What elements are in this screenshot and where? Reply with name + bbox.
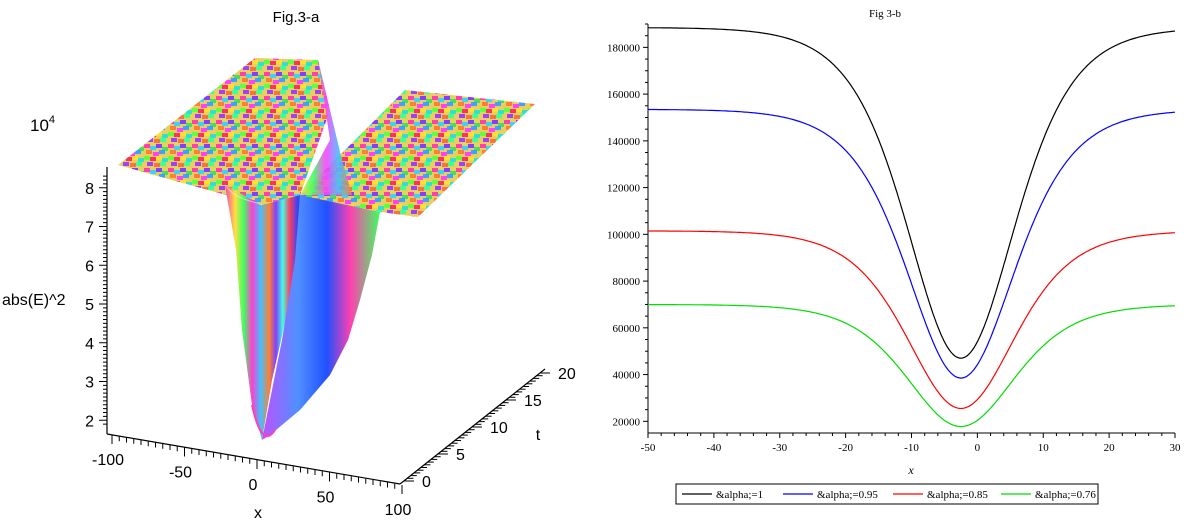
fig-b-title: Fig 3-b xyxy=(869,8,902,20)
t-tick-label: 10 xyxy=(490,420,508,437)
t-axis-label: t xyxy=(536,427,541,444)
surface-wall-left xyxy=(225,185,310,440)
x-tick-label: 10 xyxy=(1038,442,1050,454)
legend-label-4: &alpha;=0.76 xyxy=(1035,489,1096,501)
t-axis: 0 5 10 15 20 t xyxy=(399,366,576,491)
z-axis: 2 3 4 5 6 7 8 xyxy=(85,167,108,434)
y-tick-label: 140000 xyxy=(607,136,641,148)
y-tick-label: 20000 xyxy=(613,416,641,428)
surface-plateau-right xyxy=(300,90,535,217)
z-tick-label: 7 xyxy=(85,220,94,237)
x-ticks: -50 -40 -30 -20 -10 0 10 20 30 xyxy=(641,433,1181,454)
t-tick-label: 0 xyxy=(422,474,431,491)
z-scale-base: 10 xyxy=(30,116,49,135)
surface-mesh xyxy=(118,58,535,440)
x-tick-label: -30 xyxy=(772,442,787,454)
fig-a-title: Fig.3-a xyxy=(273,9,320,26)
x-axis: -100 -50 0 50 100 x xyxy=(92,433,412,522)
x-axis-line xyxy=(106,433,401,485)
z-tick-label: 5 xyxy=(85,297,94,314)
t-tick-label: 20 xyxy=(558,366,576,383)
y-tick-label: 60000 xyxy=(613,323,641,335)
legend-label-2: &alpha;=0.95 xyxy=(817,489,878,501)
z-tick-label: 2 xyxy=(85,413,94,430)
z-tick-label: 6 xyxy=(85,258,94,275)
line-chart: Fig 3-b 20000 40000 60000 80000 100000 120000… xyxy=(607,8,1181,505)
z-tick-label: 4 xyxy=(85,336,94,353)
t-tick-label: 5 xyxy=(456,447,465,464)
legend: &alpha;=1 &alpha;=0.95 &alpha;=0.85 &alpha;… xyxy=(675,483,1099,505)
z-scale-label: 104 xyxy=(30,114,55,135)
x-tick-label: -50 xyxy=(641,442,656,454)
z-scale-exponent: 4 xyxy=(49,114,55,126)
x-tick-label: 50 xyxy=(317,490,335,507)
series-group xyxy=(647,27,1176,428)
plot-frame xyxy=(647,24,1175,434)
x-tick-label: -40 xyxy=(707,442,722,454)
surface-wall-back xyxy=(300,60,352,195)
surface-wall-right xyxy=(262,195,380,440)
y-tick-label: 40000 xyxy=(613,370,641,382)
x-tick-label: -20 xyxy=(838,442,853,454)
x-tick-label: 0 xyxy=(975,442,981,454)
x-tick-label: 20 xyxy=(1104,442,1116,454)
x-tick-label: -10 xyxy=(904,442,919,454)
x-tick-label: 100 xyxy=(385,502,412,519)
y-tick-label: 160000 xyxy=(607,89,641,101)
legend-box xyxy=(675,483,1099,505)
y-tick-label: 120000 xyxy=(607,183,641,195)
y-tick-label: 80000 xyxy=(613,276,641,288)
legend-label-3: &alpha;=0.85 xyxy=(927,489,988,501)
series-line-3 xyxy=(648,230,1175,410)
z-tick-label: 3 xyxy=(85,375,94,392)
x-tick-label: 0 xyxy=(249,477,258,494)
z-axis-label: abs(E)^2 xyxy=(2,292,66,309)
x-axis-label: x xyxy=(254,505,262,522)
y-tick-label: 100000 xyxy=(607,229,641,241)
x-tick-label: -100 xyxy=(92,452,124,469)
y-tick-label: 180000 xyxy=(607,42,641,54)
surface-plateau-back xyxy=(118,58,330,205)
x-tick-label: -50 xyxy=(169,465,192,482)
series-line-4 xyxy=(648,303,1175,428)
legend-label-1: &alpha;=1 xyxy=(716,489,763,501)
t-tick-label: 15 xyxy=(524,393,542,410)
y-ticks: 20000 40000 60000 80000 100000 120000 140000 16… xyxy=(607,23,648,428)
surface-bottom-line xyxy=(251,404,276,437)
x-tick-label: 30 xyxy=(1170,442,1182,454)
x-axis-label: x xyxy=(907,463,914,477)
series-line-2 xyxy=(648,108,1176,379)
series-line-1 xyxy=(647,27,1176,359)
surface-rim-line xyxy=(224,184,263,206)
z-tick-label: 8 xyxy=(85,181,94,198)
